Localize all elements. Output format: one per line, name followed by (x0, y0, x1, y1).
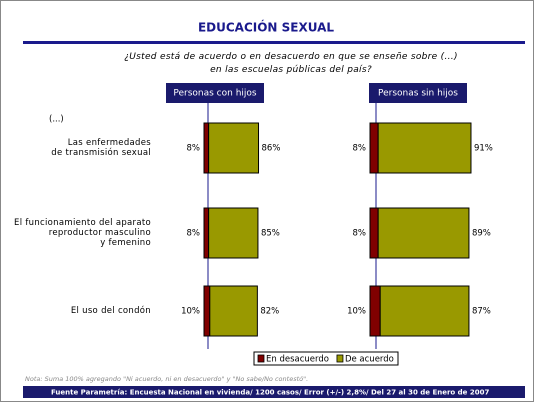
title-rule (23, 41, 525, 44)
bar (203, 285, 211, 337)
panel-header: Personas con hijos (173, 89, 257, 99)
bar (203, 207, 210, 259)
source: Fuente Parametría: Encuesta Nacional en … (51, 389, 489, 397)
category-label: El funcionamiento del aparato reproducto… (14, 218, 151, 248)
bar (377, 207, 470, 259)
panel-header-bg (369, 83, 467, 103)
value-label: 8% (353, 229, 367, 239)
bar (208, 122, 260, 174)
category-label: El uso del condón (70, 306, 151, 316)
value-label: 8% (187, 144, 201, 154)
panel-header-bg (166, 83, 264, 103)
title: EDUCACIÓN SEXUAL (198, 20, 334, 35)
legend-swatch (336, 354, 344, 363)
bar (379, 285, 470, 337)
bar (209, 285, 258, 337)
category-label: Las enfermedades de transmisión sexual (51, 138, 151, 158)
note: Nota: Suma 100% agregando "Ni acuerdo, n… (25, 375, 308, 383)
bar (377, 122, 472, 174)
bar (369, 207, 379, 259)
panel-header: Personas sin hijos (378, 89, 458, 99)
value-label: 82% (260, 307, 279, 317)
value-label: 85% (261, 229, 280, 239)
value-label: 91% (474, 144, 493, 154)
value-label: 8% (187, 229, 201, 239)
source-bar (23, 386, 525, 398)
legend-box (253, 351, 399, 366)
value-label: 10% (347, 307, 366, 317)
value-label: 87% (472, 307, 491, 317)
question: ¿Usted está de acuerdo o en desacuerdo e… (124, 52, 458, 75)
value-label: 8% (353, 144, 367, 154)
legend-swatch (257, 354, 265, 363)
category-header: (...) (49, 115, 64, 125)
legend-label: De acuerdo (345, 355, 394, 365)
bar (369, 122, 379, 174)
bar (208, 207, 259, 259)
bar (203, 122, 210, 174)
legend-label: En desacuerdo (266, 355, 329, 365)
value-label: 89% (472, 229, 491, 239)
value-label: 10% (181, 307, 200, 317)
value-label: 86% (262, 144, 281, 154)
bar (369, 285, 381, 337)
